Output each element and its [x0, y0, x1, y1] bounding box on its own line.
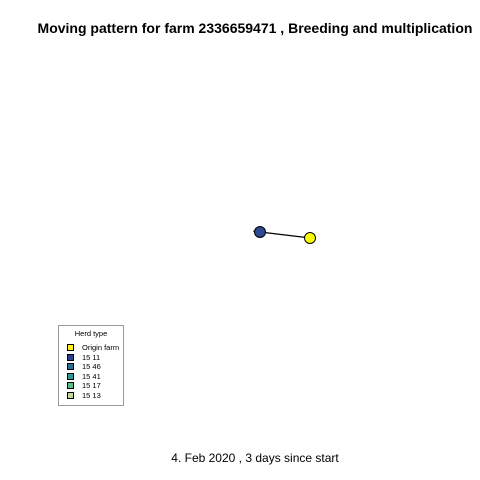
- legend-swatch: [67, 353, 74, 361]
- legend-swatch: [67, 391, 74, 399]
- legend-label: Origin farm: [82, 343, 120, 353]
- legend-item-15-11: 15 11: [59, 353, 123, 363]
- origin-farm-node: [304, 232, 316, 244]
- legend-label: 15 17: [82, 381, 101, 391]
- legend-swatch: [67, 382, 74, 390]
- legend-label: 15 13: [82, 390, 101, 400]
- legend-item-15-13: 15 13: [59, 391, 123, 401]
- legend-swatch: [67, 344, 74, 352]
- legend-item-15-17: 15 17: [59, 381, 123, 391]
- herd-type-legend: Herd type Origin farm 15 11 15 46 15 41 …: [58, 325, 124, 406]
- destination-farm-node: [254, 226, 266, 238]
- farm-nodes: [254, 226, 316, 244]
- legend-label: 15 11: [82, 352, 101, 362]
- chart-title: Moving pattern for farm 2336659471 , Bre…: [37, 20, 473, 36]
- legend-item-15-46: 15 46: [59, 362, 123, 372]
- legend-title: Herd type: [74, 329, 108, 338]
- legend-label: 15 41: [82, 371, 101, 381]
- date-caption: 4. Feb 2020 , 3 days since start: [171, 451, 339, 465]
- legend-label: 15 46: [82, 362, 101, 372]
- legend-swatch: [67, 363, 74, 371]
- legend-item-origin-farm: Origin farm: [59, 343, 123, 353]
- legend-swatch: [67, 372, 74, 380]
- legend-item-15-41: 15 41: [59, 372, 123, 382]
